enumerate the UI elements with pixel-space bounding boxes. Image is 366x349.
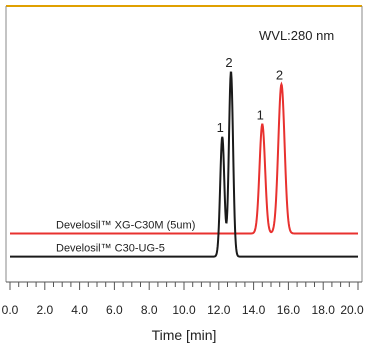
x-tick-label: 4.0 xyxy=(71,303,88,317)
peak-label-0-0: 1 xyxy=(257,107,264,122)
x-tick-label: 20.0 xyxy=(340,303,364,317)
wavelength-annotation: WVL:280 nm xyxy=(259,28,334,43)
x-tick-label: 16.0 xyxy=(277,303,301,317)
x-tick-label: 8.0 xyxy=(141,303,158,317)
peak-label-1-0: 1 xyxy=(217,120,224,135)
series-line-0 xyxy=(10,81,358,235)
series-line-1 xyxy=(10,71,358,258)
series-name-0: Develosil™ XG-C30M (5um) xyxy=(56,220,195,232)
peak-label-0-1: 2 xyxy=(276,67,283,82)
series-name-1: Develosil™ C30-UG-5 xyxy=(56,243,165,255)
series-group: 1 2 Develosil™ XG-C30M (5um) 1 2 Develosil™ C… xyxy=(10,55,358,258)
x-tick-label: 2.0 xyxy=(36,303,53,317)
x-ticks: 0.0 2.0 4.0 6.0 8.0 10.0 12.0 14.0 16.0 18.0 20.0 xyxy=(2,282,364,317)
x-tick-label: 12.0 xyxy=(207,303,231,317)
x-tick-label: 14.0 xyxy=(242,303,266,317)
peak-label-1-1: 2 xyxy=(225,55,232,70)
x-tick-label: 0.0 xyxy=(2,303,19,317)
x-tick-label: 18.0 xyxy=(312,303,336,317)
x-tick-label: 6.0 xyxy=(106,303,123,317)
x-axis-label: Time [min] xyxy=(152,327,217,343)
x-tick-label: 10.0 xyxy=(172,303,196,317)
